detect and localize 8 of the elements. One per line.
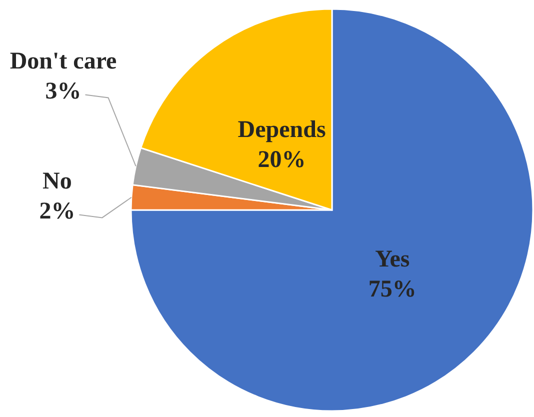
data-label: 75% <box>368 276 416 302</box>
data-label: 2% <box>39 198 76 225</box>
slice-label: No <box>42 168 72 195</box>
data-label: 3% <box>45 78 82 105</box>
slice-label: Yes <box>375 246 410 272</box>
data-label: 20% <box>258 146 306 173</box>
slice-label: Depends <box>238 116 326 143</box>
slice-label: Don't care <box>10 48 118 75</box>
